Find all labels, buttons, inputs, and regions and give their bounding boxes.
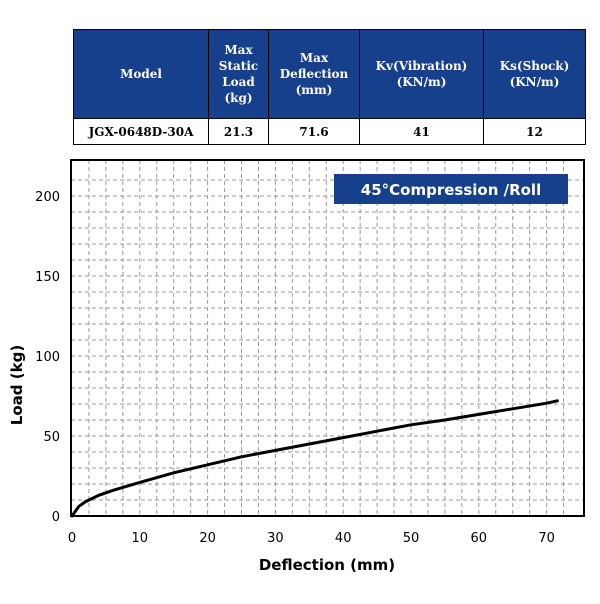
x-axis-label: Deflection (mm) — [259, 556, 395, 574]
y-axis-label: Load (kg) — [8, 345, 26, 425]
header-line: Load — [222, 75, 255, 89]
cell-model: JGX-0648D-30A — [73, 118, 209, 145]
header-ks-shock: Ks(Shock) (KN/m) — [483, 29, 586, 119]
x-tick-label: 40 — [335, 531, 352, 546]
chart-title: 45°Compression /Roll — [361, 181, 541, 199]
plot-frame — [70, 159, 585, 517]
y-tick-label: 100 — [35, 350, 60, 365]
x-tick-label: 70 — [538, 531, 555, 546]
header-model: Model — [73, 29, 209, 119]
header-line: Deflection — [279, 67, 349, 81]
x-tick-label: 60 — [471, 531, 488, 546]
cell-ks-shock: 12 — [483, 118, 586, 145]
header-max-deflection: Max Deflection (mm) — [268, 29, 360, 119]
header-max-static-load: Max Static Load (kg) — [208, 29, 269, 119]
header-line: Max — [224, 43, 253, 57]
header-line: Max — [299, 51, 329, 65]
cell-max-static-load: 21.3 — [208, 118, 269, 145]
x-tick-label: 0 — [68, 531, 76, 546]
header-kv-vibration: Kv(Vibration) (KN/m) — [359, 29, 484, 119]
header-line: (KN/m) — [396, 75, 447, 89]
title-badge: 45°Compression /Roll — [334, 174, 568, 204]
x-tick-label: 20 — [199, 531, 216, 546]
spec-data-row: JGX-0648D-30A 21.3 71.6 41 12 — [73, 118, 586, 145]
cell-max-deflection: 71.6 — [268, 118, 360, 145]
header-line: Model — [120, 67, 162, 81]
y-tick-label: 0 — [52, 510, 60, 525]
spec-table: Model Max Static Load (kg) Max Deflection (mm… — [73, 29, 586, 145]
header-line: Static — [218, 59, 259, 73]
tick-labels: 0 10 20 30 40 50 60 70 0 50 100 150 200 — [35, 190, 555, 546]
header-line: Ks(Shock) — [499, 59, 570, 73]
cell-kv-vibration: 41 — [359, 118, 484, 145]
header-line: (mm) — [295, 83, 333, 97]
load-deflection-chart: 0 10 20 30 40 50 60 70 0 50 100 150 200 45°Compressi… — [0, 150, 600, 600]
x-tick-label: 30 — [267, 531, 284, 546]
y-tick-label: 150 — [35, 270, 60, 285]
header-line: (kg) — [224, 91, 253, 105]
header-line: Kv(Vibration) — [375, 59, 468, 73]
series-line — [70, 399, 559, 518]
x-tick-label: 50 — [403, 531, 420, 546]
title-badge-bg — [334, 174, 568, 204]
y-tick-label: 50 — [43, 430, 60, 445]
header-line: (KN/m) — [509, 75, 560, 89]
grid — [71, 160, 584, 516]
spec-header-row: Model Max Static Load (kg) Max Deflection (mm… — [73, 29, 586, 119]
chart-svg: 0 10 20 30 40 50 60 70 0 50 100 150 200 45°Compressi… — [8, 159, 585, 574]
x-tick-label: 10 — [132, 531, 149, 546]
y-tick-label: 200 — [35, 190, 60, 205]
